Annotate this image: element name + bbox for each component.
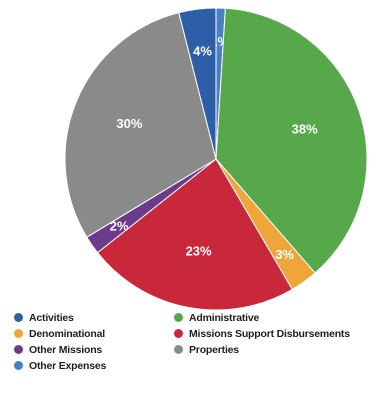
pie-slice-activities	[178, 7, 217, 160]
legend-swatch	[174, 313, 183, 322]
slice-label-activities: 4%	[193, 44, 212, 59]
legend-label: Other Missions	[29, 343, 103, 356]
legend-item-administrative: Administrative	[174, 310, 259, 325]
legend-swatch	[174, 345, 183, 354]
legend-swatch	[14, 313, 23, 322]
legend-swatch	[14, 329, 23, 338]
legend-label: Other Expenses	[29, 359, 107, 372]
legend-item-other-expenses: Other Expenses	[14, 358, 106, 373]
pie-slice-properties	[64, 12, 217, 238]
legend-swatch	[174, 329, 183, 338]
legend-item-other-missions: Other Missions	[14, 342, 102, 357]
legend-label: Missions Support Disbursements	[189, 327, 350, 340]
slice-label-properties: 30%	[116, 116, 142, 131]
legend-label: Activities	[29, 311, 74, 324]
slice-label-administrative: 38%	[292, 122, 318, 137]
pie-slice-missions-support-disbursements	[96, 158, 293, 311]
legend-swatch	[14, 361, 23, 370]
slice-label-missions-support-disbursements: 23%	[186, 244, 212, 259]
legend-label: Administrative	[189, 311, 260, 324]
legend-swatch	[14, 345, 23, 354]
chart-legend: Activities Denominational Other Missions Ot…	[0, 307, 387, 403]
legend-label: Properties	[189, 343, 239, 356]
legend-item-properties: Properties	[174, 342, 239, 357]
legend-item-activities: Activities	[14, 310, 74, 325]
legend-item-denominational: Denominational	[14, 326, 105, 341]
slice-label-denominational: 3%	[275, 247, 294, 262]
slice-label-other-missions: 2%	[110, 219, 129, 234]
pie-chart-svg: 1%38%3%23%2%30%4%	[64, 7, 368, 311]
pie-slice-administrative	[215, 7, 368, 274]
legend-label: Denominational	[29, 327, 105, 340]
legend-item-missions-support-disbursements: Missions Support Disbursements	[174, 326, 350, 341]
